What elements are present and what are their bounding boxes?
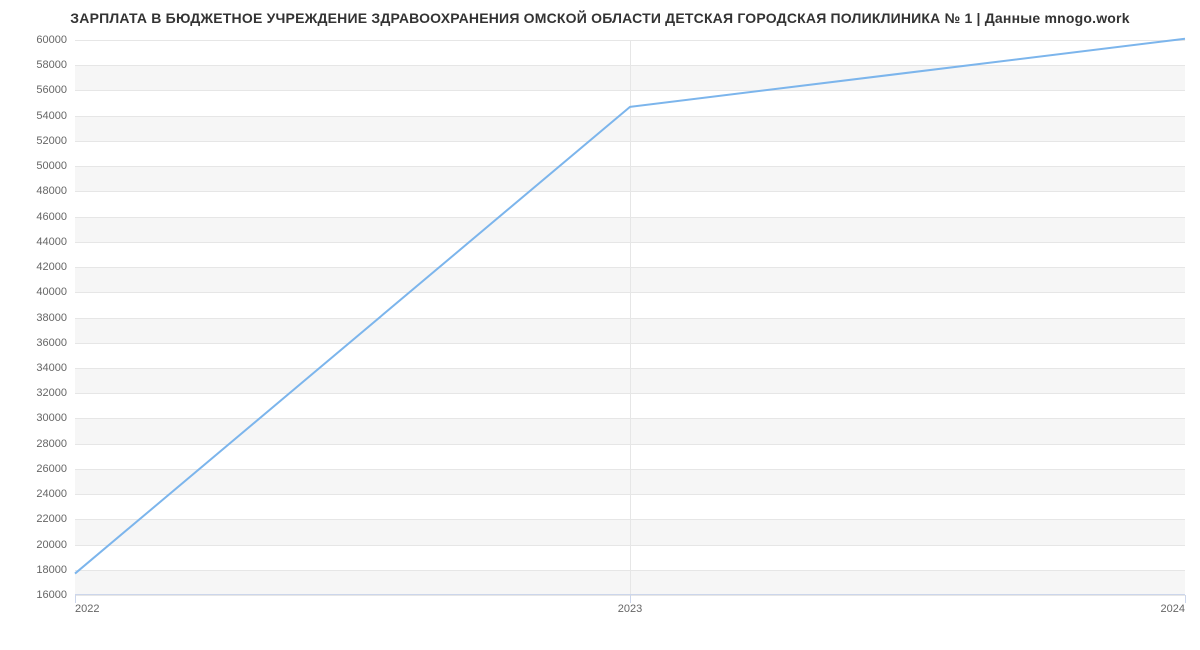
chart-title: ЗАРПЛАТА В БЮДЖЕТНОЕ УЧРЕЖДЕНИЕ ЗДРАВООХ…: [0, 10, 1200, 26]
y-tick-label: 38000: [36, 312, 75, 324]
y-tick-label: 26000: [36, 463, 75, 475]
y-tick-label: 60000: [36, 34, 75, 46]
series-polyline: [75, 39, 1185, 574]
y-tick-label: 40000: [36, 286, 75, 298]
y-tick-label: 58000: [36, 59, 75, 71]
plot-area: 1600018000200002200024000260002800030000…: [75, 40, 1185, 595]
y-tick-label: 52000: [36, 135, 75, 147]
y-tick-label: 16000: [36, 589, 75, 601]
y-tick-label: 34000: [36, 362, 75, 374]
y-tick-label: 48000: [36, 185, 75, 197]
x-tick-label: 2022: [75, 595, 99, 615]
y-tick-label: 24000: [36, 488, 75, 500]
y-tick-label: 32000: [36, 387, 75, 399]
salary-line-chart: ЗАРПЛАТА В БЮДЖЕТНОЕ УЧРЕЖДЕНИЕ ЗДРАВООХ…: [0, 0, 1200, 650]
y-tick-label: 22000: [36, 513, 75, 525]
x-tick-label: 2024: [1161, 595, 1185, 615]
y-tick-label: 56000: [36, 84, 75, 96]
x-axis: [75, 594, 1185, 595]
y-tick-label: 30000: [36, 412, 75, 424]
y-tick-label: 50000: [36, 160, 75, 172]
y-tick-label: 18000: [36, 564, 75, 576]
y-tick-label: 46000: [36, 211, 75, 223]
y-tick-label: 36000: [36, 337, 75, 349]
x-tick-label: 2023: [618, 595, 642, 615]
y-tick-label: 44000: [36, 236, 75, 248]
x-tick: [1185, 595, 1186, 603]
y-tick-label: 42000: [36, 261, 75, 273]
data-line: [75, 40, 1185, 595]
y-tick-label: 54000: [36, 110, 75, 122]
y-tick-label: 20000: [36, 539, 75, 551]
y-tick-label: 28000: [36, 438, 75, 450]
